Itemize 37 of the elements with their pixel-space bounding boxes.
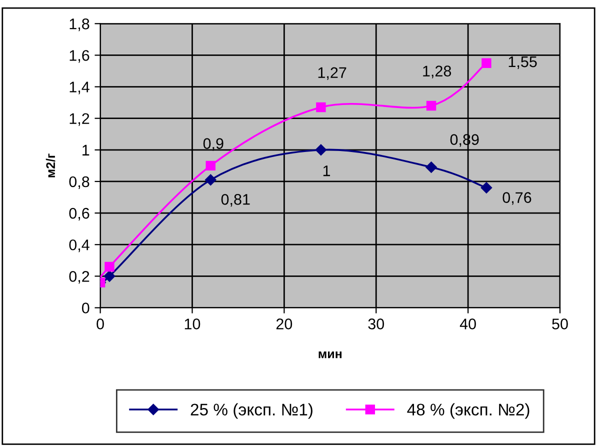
- point: [205, 174, 216, 186]
- point: [482, 58, 492, 68]
- y-tick-label: 0,6: [69, 208, 90, 221]
- x-tick-label: 30: [368, 318, 384, 330]
- x-tick-label: 10: [184, 318, 200, 330]
- data-label: 1: [323, 166, 330, 176]
- data-label: 0,76: [502, 192, 532, 205]
- y-tick-label: 0,4: [69, 239, 90, 252]
- data-label: 0,81: [221, 194, 250, 207]
- data-label: 1,27: [318, 67, 346, 80]
- data-label: 1,55: [508, 56, 537, 69]
- x-tick-label: 40: [460, 318, 476, 330]
- y-tick-label: 0: [82, 302, 90, 314]
- point: [426, 162, 437, 173]
- x-tick-label: 0: [96, 318, 104, 330]
- point: [426, 100, 436, 111]
- point: [104, 270, 116, 282]
- y-tick-label: 1,2: [70, 113, 90, 126]
- y-tick-label: 0,8: [69, 176, 90, 189]
- x-tick-label: 20: [276, 318, 292, 330]
- legend-label: 25 % (эксп. №1): [190, 403, 312, 419]
- data-label: 0,9: [203, 138, 224, 151]
- point: [206, 160, 216, 171]
- x-axis-title: мин: [318, 352, 342, 358]
- point: [480, 182, 492, 194]
- data-label: 1,28: [423, 66, 452, 78]
- y-tick-label: 1,8: [70, 18, 90, 32]
- y-tick-label: 1,6: [70, 50, 90, 63]
- y-tick-label: 1,4: [70, 82, 90, 94]
- y-tick-label: 1: [82, 144, 90, 156]
- y-tick-label: 0,2: [69, 271, 90, 284]
- legend-label: 48 % (эксп. №2): [407, 403, 530, 419]
- point: [315, 144, 327, 156]
- y-axis-title: м2/г: [46, 154, 56, 178]
- point: [316, 102, 326, 112]
- point: [104, 262, 114, 272]
- x-tick-label: 50: [552, 318, 568, 330]
